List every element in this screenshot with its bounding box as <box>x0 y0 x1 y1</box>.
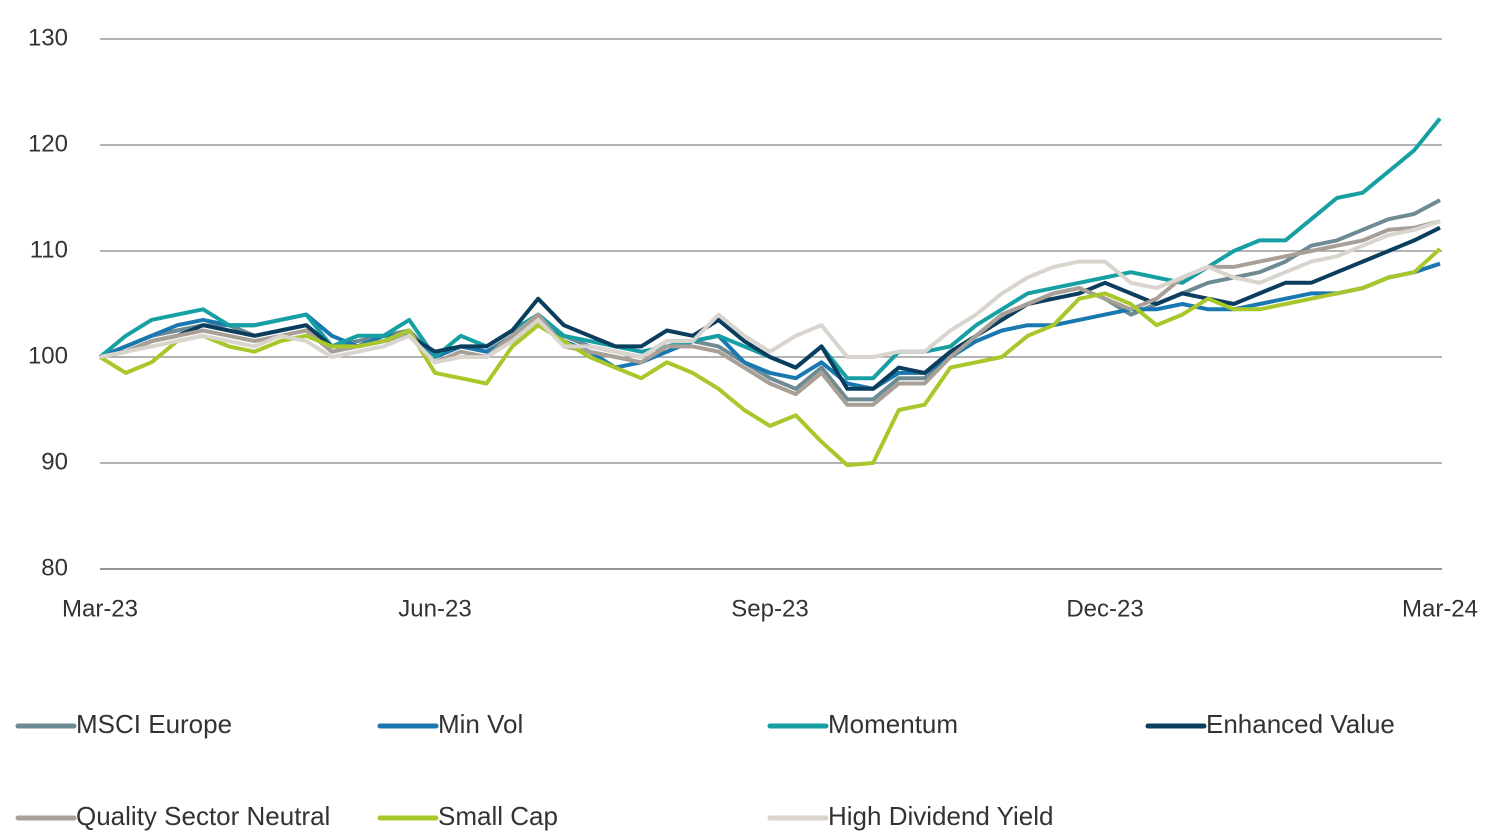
y-tick-label: 90 <box>41 448 68 475</box>
y-tick-label: 120 <box>28 130 68 157</box>
series-line <box>99 261 1441 391</box>
y-tick-label: 130 <box>28 24 68 51</box>
x-tick-label: Dec-23 <box>1066 595 1143 622</box>
y-tick-label: 100 <box>28 342 68 369</box>
x-tick-label: Sep-23 <box>731 595 808 622</box>
legend-label: Momentum <box>828 709 958 739</box>
series-line <box>98 247 1442 468</box>
legend-label: Enhanced Value <box>1206 709 1395 739</box>
legend-label: MSCI Europe <box>76 709 232 739</box>
legend-label: Min Vol <box>438 709 523 739</box>
x-tick-label: Mar-23 <box>62 595 138 622</box>
x-tick-label: Mar-24 <box>1402 595 1478 622</box>
legend-label: Small Cap <box>438 801 558 831</box>
legend-label: High Dividend Yield <box>828 801 1053 831</box>
series-line <box>99 219 1441 365</box>
x-tick-label: Jun-23 <box>398 595 471 622</box>
y-tick-label: 110 <box>30 236 68 263</box>
legend-label: Quality Sector Neutral <box>76 801 330 831</box>
y-tick-label: 80 <box>41 554 68 581</box>
